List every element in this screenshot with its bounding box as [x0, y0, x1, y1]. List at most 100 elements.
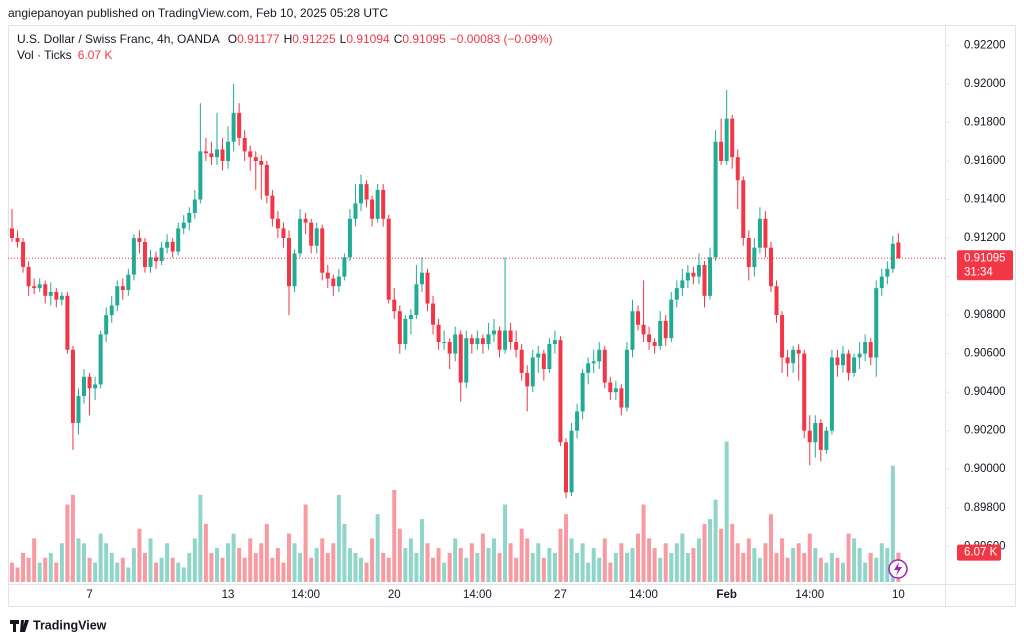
candle-body [818, 422, 823, 450]
candle-body [780, 315, 785, 358]
volume-bar [270, 557, 275, 582]
candle-body [342, 257, 347, 277]
icon-bolt[interactable] [894, 562, 902, 576]
volume-bar [469, 543, 474, 582]
candle-body [87, 376, 92, 389]
volume-bar [647, 538, 652, 582]
candle-body [137, 238, 142, 242]
volume-bar [32, 538, 37, 582]
volume-bar [259, 543, 264, 582]
volume-bar [752, 548, 757, 582]
candle-body [857, 353, 862, 358]
volume-bar [65, 504, 70, 582]
candle-body [685, 272, 690, 281]
candle-body [447, 342, 452, 354]
legend-value: 0.91095 [402, 32, 446, 46]
candle-body [381, 189, 386, 219]
candle-body [458, 334, 463, 383]
candle-body [82, 376, 87, 396]
volume-bar [868, 552, 873, 582]
legend-value: 0.91094 [346, 32, 390, 46]
candle-body [165, 241, 170, 248]
candle-body [26, 266, 31, 287]
candle-body [320, 228, 325, 273]
volume-bar [82, 543, 87, 582]
candle-body [359, 184, 364, 204]
volume-bar [641, 504, 646, 582]
volume-bar [514, 557, 519, 582]
candle-body [652, 342, 657, 346]
logo-mark [10, 620, 29, 632]
volume-pane [10, 441, 901, 582]
volume-bar [192, 538, 197, 582]
volume-bar [874, 557, 879, 582]
y-tick-label: 0.92000 [964, 78, 1006, 90]
volume-bar [120, 557, 125, 582]
candle-body [719, 141, 724, 161]
candle-body [336, 276, 341, 287]
candle-body [154, 257, 159, 262]
candle-body [98, 334, 103, 385]
candle-body [10, 228, 14, 239]
legend-volume-name: Vol · Ticks [17, 48, 72, 62]
candle-body [785, 357, 790, 364]
candle-body [547, 343, 552, 370]
legend-key: H [284, 32, 293, 46]
volume-bar [392, 489, 397, 582]
candle-body [575, 411, 580, 431]
candle-body [491, 330, 496, 335]
candle-body [181, 222, 186, 229]
volume-bar [381, 552, 386, 582]
volume-bar [630, 548, 635, 582]
volume-bar [447, 552, 452, 582]
replay-icon[interactable] [888, 559, 908, 579]
volume-bar [298, 552, 303, 582]
candle-body [663, 320, 668, 339]
candle-body [564, 442, 568, 493]
volume-bar [735, 543, 740, 582]
candle-body [569, 430, 574, 493]
candle-body [15, 238, 20, 242]
candle-body [885, 268, 890, 277]
volume-bar [497, 552, 502, 582]
candle-body [104, 315, 109, 335]
volume-bar [10, 562, 14, 582]
candle-body [281, 228, 286, 239]
y-tick-label: 0.91400 [964, 194, 1006, 206]
volume-bar [370, 538, 375, 582]
volume-bar [287, 533, 291, 582]
volume-bar [226, 543, 231, 582]
volume-bar [768, 514, 773, 582]
volume-bar [359, 557, 364, 582]
volume-bar [713, 499, 718, 582]
candle-body [120, 286, 125, 291]
volume-bar [719, 528, 724, 582]
volume-bar [857, 548, 862, 582]
volume-bar [525, 538, 530, 582]
candle-body [503, 330, 508, 350]
candle-body [436, 324, 441, 343]
candle-body [187, 213, 192, 223]
volume-bar [491, 538, 496, 582]
candle-body [680, 280, 685, 289]
candle-body [536, 353, 541, 358]
y-tick-label: 0.91200 [964, 232, 1006, 244]
legend-symbol-line: U.S. Dollar / Swiss Franc, 4h, OANDA O0.9… [17, 32, 553, 46]
volume-bar [159, 557, 164, 582]
last-price-box [957, 250, 1013, 281]
candle-body [868, 342, 873, 358]
volume-bar [658, 557, 663, 582]
candle-body [730, 118, 735, 158]
volume-bar [602, 538, 607, 582]
volume-bar [813, 548, 818, 582]
candle-body [708, 257, 713, 296]
legend-value: 0.91177 [237, 32, 280, 46]
candle-body [586, 363, 591, 373]
volume-bar [115, 562, 120, 582]
volume-bar [508, 543, 513, 582]
volume-bar [419, 519, 424, 582]
volume-bar [597, 557, 602, 582]
volume-bar [730, 523, 735, 582]
volume-bar [608, 562, 613, 582]
